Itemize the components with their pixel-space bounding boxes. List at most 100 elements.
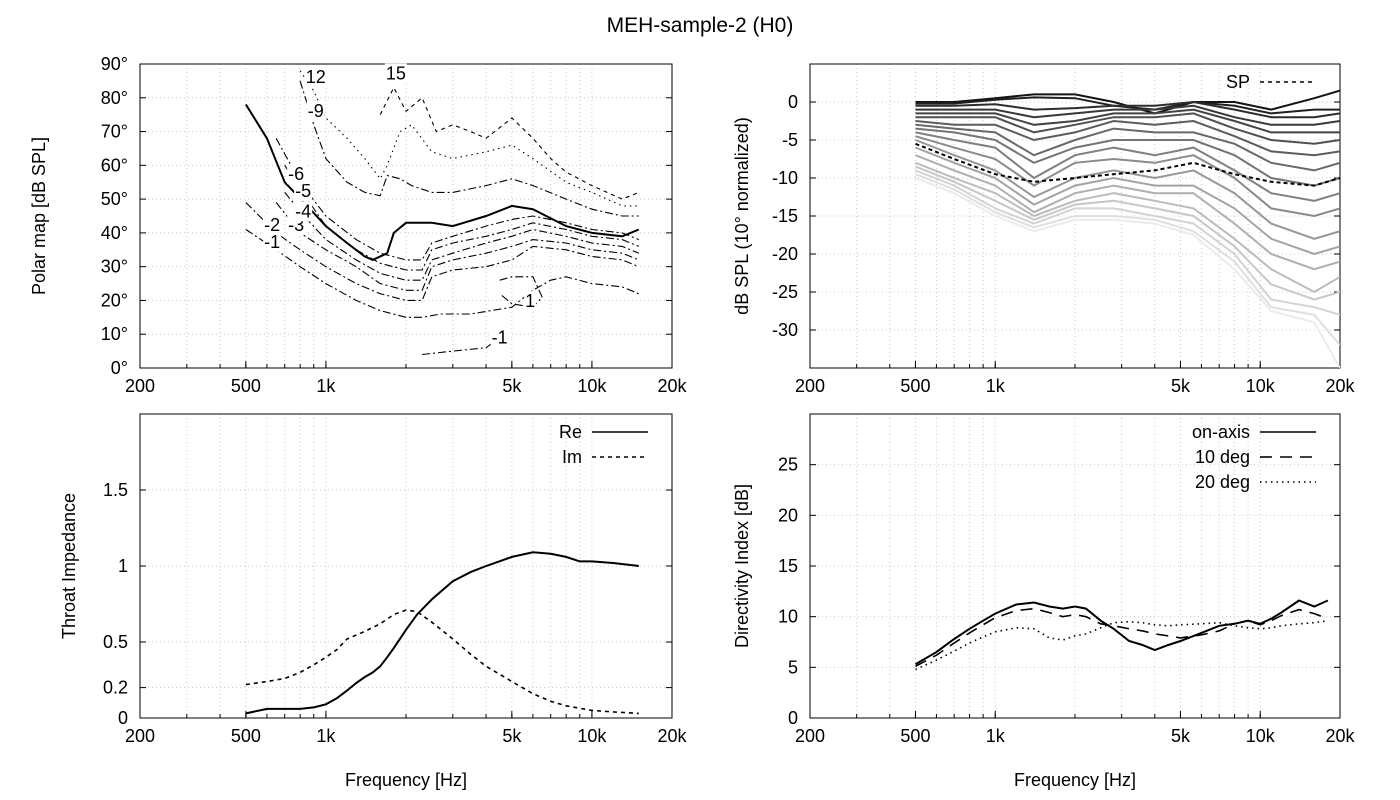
contour-label: 12	[306, 67, 326, 87]
y-tick-label: 25	[778, 455, 798, 475]
y-tick-label: 15	[778, 556, 798, 576]
x-tick-label: 20k	[1325, 376, 1355, 396]
legend-label: on-axis	[1192, 422, 1250, 442]
spl-angle-curve	[915, 96, 1340, 115]
y-tick-label: -10	[772, 168, 798, 188]
y-axis-label: Directivity Index [dB]	[732, 484, 752, 648]
contour-label: -1	[264, 232, 280, 252]
y-tick-label: 1	[118, 556, 128, 576]
contour-line	[284, 164, 640, 271]
plot-frame	[139, 413, 673, 719]
plot-area	[915, 89, 1340, 368]
x-tick-label: 500	[231, 726, 261, 746]
series-line-on-axis	[914, 599, 1329, 666]
series-line-re	[245, 551, 639, 715]
contour-label-bg	[306, 100, 325, 121]
y-tick-label: 0.2	[103, 678, 128, 698]
x-tick-label: 500	[231, 376, 261, 396]
plot-area	[245, 551, 639, 715]
spl-angle-curve	[915, 154, 1340, 271]
series-line-im	[245, 609, 639, 715]
spl-angle-curve	[915, 165, 1340, 301]
y-tick-label: -5	[782, 130, 798, 150]
contour-label-bg	[490, 327, 509, 348]
y-axis-label: Throat Impedance	[59, 493, 79, 639]
spl-angle-curve	[915, 123, 1340, 172]
spl-angle-curve	[915, 169, 1340, 316]
contour-label-bg	[287, 164, 306, 185]
y-tick-label: 0	[788, 708, 798, 728]
x-tick-label: 10k	[577, 726, 607, 746]
x-tick-label: 10k	[1246, 726, 1276, 746]
spl-angle-curve	[915, 119, 1340, 157]
legend-label: 10 deg	[1195, 447, 1250, 467]
y-tick-label: 90°	[101, 54, 128, 74]
plot-frame	[809, 63, 1341, 369]
y-tick-label: 0°	[111, 358, 128, 378]
x-tick-label: 200	[795, 376, 825, 396]
sp-curve	[915, 142, 1340, 187]
x-tick-label: 1k	[316, 726, 336, 746]
contour-line	[245, 202, 640, 301]
y-tick-label: 20	[778, 505, 798, 525]
x-tick-label: 1k	[316, 376, 336, 396]
contour-label: -9	[308, 101, 324, 121]
x-tick-label: 5k	[1171, 376, 1191, 396]
contour-line	[245, 229, 640, 318]
y-tick-label: 10	[778, 607, 798, 627]
contour-label: -5	[295, 181, 311, 201]
spl-angle-curve	[915, 177, 1340, 368]
spl-angle-curve	[915, 131, 1340, 202]
spl-angle-curve	[915, 104, 1340, 126]
spl-angle-curve	[915, 108, 1340, 134]
contour-line	[379, 86, 640, 200]
x-tick-label: 200	[125, 726, 155, 746]
series-line-20-deg	[915, 619, 1329, 671]
x-tick-label: 5k	[1171, 726, 1191, 746]
contour-line	[422, 337, 501, 356]
y-tick-label: 80°	[101, 88, 128, 108]
figure-title: MEH-sample-2 (H0)	[607, 14, 794, 37]
x-tick-label: 10k	[577, 376, 607, 396]
contour-line	[499, 276, 543, 308]
y-tick-label: 20°	[101, 290, 128, 310]
contour-line	[299, 80, 639, 217]
y-tick-label: -15	[772, 206, 798, 226]
y-tick-label: 0	[118, 708, 128, 728]
y-tick-label: 50°	[101, 189, 128, 209]
contour-label-bg	[294, 181, 313, 202]
spl-angle-curve	[915, 112, 1340, 145]
y-tick-label: 0.5	[103, 632, 128, 652]
x-tick-label: 1k	[986, 726, 1006, 746]
spl-angle-curve	[915, 139, 1340, 240]
plot-frame	[809, 413, 1341, 719]
contour-label-bg	[384, 63, 407, 84]
x-tick-label: 20k	[1325, 726, 1355, 746]
y-tick-label: 60°	[101, 155, 128, 175]
spl-angle-curve	[915, 173, 1340, 346]
legend-label: Re	[559, 422, 582, 442]
x-axis-label: Frequency [Hz]	[1014, 770, 1136, 790]
contour-line	[284, 192, 640, 281]
legend-label: 20 deg	[1195, 472, 1250, 492]
contour-label: -6	[288, 164, 304, 184]
contour-label: 15	[386, 64, 406, 84]
directivity-index-panel: 200 500 1k 5k 10k 20k 0 5 10 15 20 25 Directivity In…	[732, 413, 1356, 790]
contour-label-bg	[263, 231, 282, 252]
plot-area	[914, 599, 1329, 671]
spl-angle-curve	[915, 135, 1340, 218]
x-tick-label: 200	[125, 376, 155, 396]
y-axis-label: Polar map [dB SPL]	[29, 137, 49, 295]
spl-angle-curve	[915, 146, 1340, 256]
contour-label-bg	[263, 214, 282, 235]
x-tick-label: 5k	[502, 726, 522, 746]
y-tick-label: -25	[772, 282, 798, 302]
y-tick-label: 0	[788, 92, 798, 112]
throat-impedance-panel: 200 500 1k 5k 10k 20k 0 0.2 0.5 1 1.5 Throat Impeda…	[59, 413, 688, 790]
x-tick-label: 200	[795, 726, 825, 746]
contour-label: -4	[295, 201, 311, 221]
x-tick-label: 10k	[1246, 376, 1276, 396]
contour-line	[275, 202, 640, 291]
y-tick-label: 30°	[101, 257, 128, 277]
